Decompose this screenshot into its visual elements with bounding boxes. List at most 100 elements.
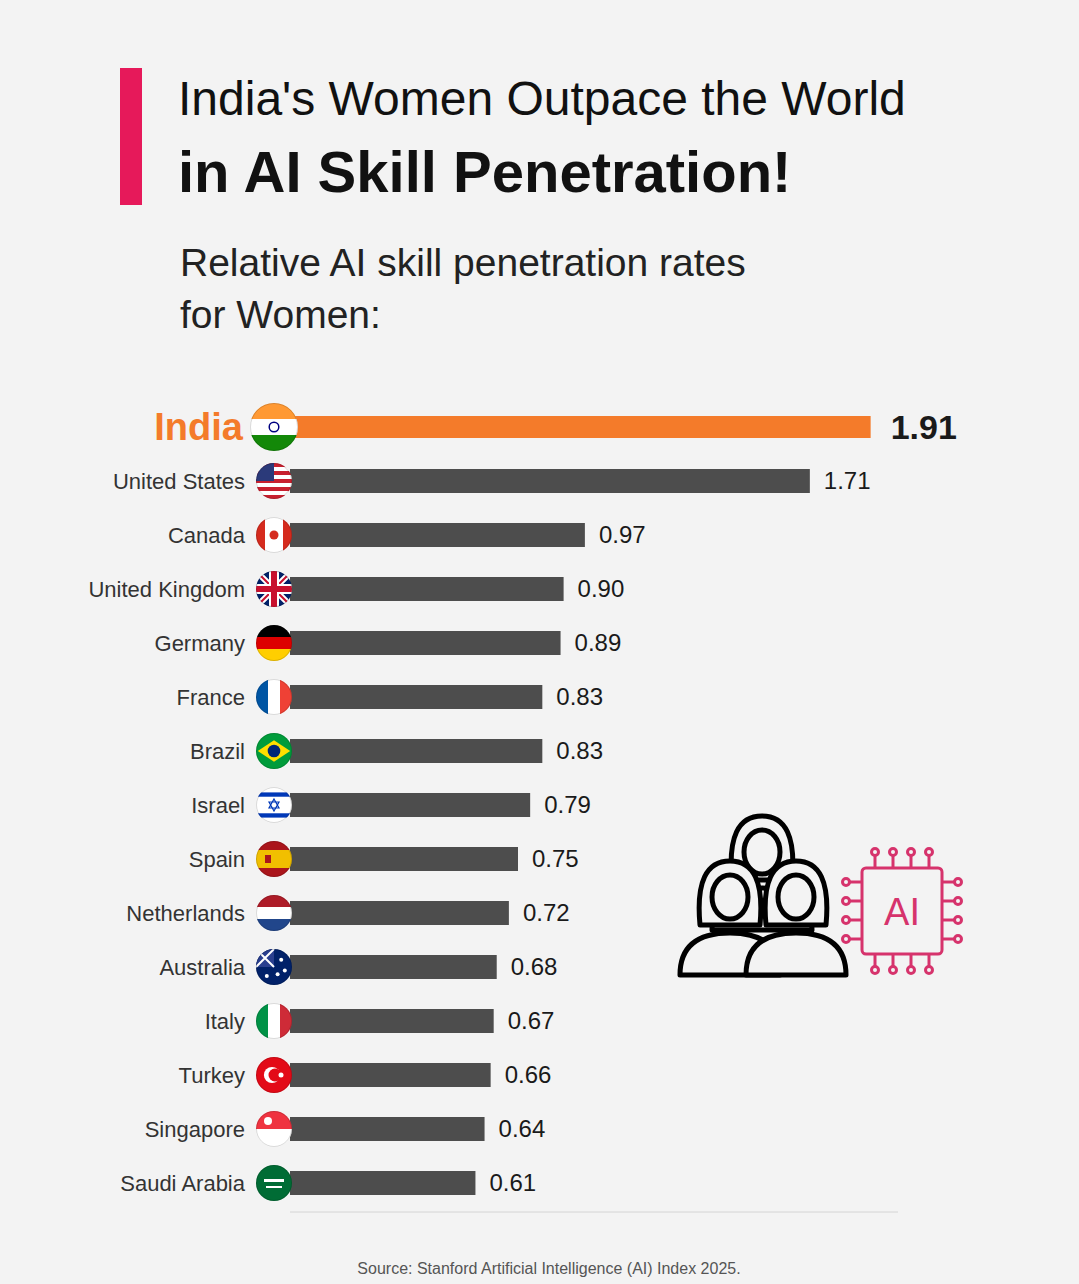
category-label: Brazil: [190, 739, 245, 764]
flag-part: [256, 571, 292, 607]
flag: [256, 625, 292, 662]
data-label: 0.66: [505, 1061, 552, 1088]
chip-pin: [850, 938, 862, 941]
ai-chip-icon: [843, 849, 962, 974]
data-label: 1.91: [891, 408, 957, 446]
bar: [290, 577, 564, 601]
category-label: United Kingdom: [88, 577, 245, 602]
chip-pin: [850, 900, 862, 903]
flag-ring: [257, 1058, 292, 1093]
chip-pin: [955, 898, 962, 905]
chip-pin: [890, 967, 897, 974]
data-label: 0.68: [511, 953, 558, 980]
flag-part: [256, 487, 292, 492]
chip-pin: [850, 919, 862, 922]
flag-part: [256, 787, 292, 823]
chip-pin: [942, 938, 954, 941]
chip-pin: [874, 856, 877, 868]
women-icon: [680, 816, 846, 975]
source: Source: Stanford Artificial Intelligence…: [357, 1260, 740, 1277]
icon-hair: [699, 861, 761, 925]
flag-ring: [257, 518, 292, 553]
chart: India's Women Outpace the Worldin AI Ski…: [0, 0, 1079, 1284]
category-label: India: [154, 406, 244, 448]
category-label: Saudi Arabia: [120, 1171, 246, 1196]
category-label: Italy: [205, 1009, 245, 1034]
bar: [290, 1063, 491, 1087]
flag-ring: [251, 404, 298, 451]
flag: [256, 517, 293, 553]
flag: [256, 1057, 292, 1093]
bar: [290, 523, 585, 547]
icon-hair: [765, 861, 827, 925]
chip-pin: [942, 900, 954, 903]
flag-part: [256, 637, 292, 650]
flag: [256, 1111, 292, 1148]
flag: [256, 841, 292, 878]
chip-pin: [910, 856, 913, 868]
category-label: Germany: [155, 631, 245, 656]
chip-pin: [908, 967, 915, 974]
flag-part: [265, 855, 271, 863]
flag-part: [276, 972, 280, 976]
flag-part: [256, 1111, 292, 1130]
flag: [256, 679, 293, 715]
flag-ring: [257, 680, 292, 715]
chip-pin: [850, 881, 862, 884]
data-label: 0.97: [599, 521, 646, 548]
chip-pin: [890, 849, 897, 856]
category-label: Australia: [159, 955, 245, 980]
category-label: Netherlands: [126, 901, 245, 926]
chip-pin: [955, 936, 962, 943]
flag-part: [269, 422, 279, 432]
flag-part: [256, 733, 292, 769]
flag-ring: [257, 1112, 292, 1147]
chip-pin: [843, 898, 850, 905]
chip-pin: [910, 954, 913, 966]
icon-face: [778, 875, 814, 919]
flag-ring: [257, 1004, 292, 1039]
category-label: United States: [113, 469, 245, 494]
bar: [290, 469, 810, 493]
subtitle: for Women:: [180, 293, 381, 336]
chip-pin: [892, 954, 895, 966]
bar: [290, 416, 871, 438]
flag-part: [268, 745, 281, 758]
bar: [290, 847, 518, 871]
icon-face: [712, 875, 748, 919]
bar: [290, 1117, 485, 1141]
bar: [290, 901, 509, 925]
flag-part: [256, 907, 292, 920]
flag: [250, 403, 298, 452]
flag-part: [256, 1165, 292, 1201]
flag-part: [256, 571, 292, 607]
flag-part: [268, 1003, 281, 1039]
chip-pin: [955, 917, 962, 924]
data-label: 0.67: [508, 1007, 555, 1034]
bar: [290, 685, 542, 709]
chip-pin: [955, 879, 962, 886]
category-label: Spain: [189, 847, 245, 872]
category-label: Israel: [191, 793, 245, 818]
chip-body: [862, 868, 942, 954]
bar: [290, 955, 497, 979]
chip-pin: [942, 919, 954, 922]
chip-pin: [872, 849, 879, 856]
flag-part: [250, 419, 298, 436]
chip-pin: [942, 881, 954, 884]
subtitle: Relative AI skill penetration rates: [180, 241, 746, 284]
flag-part: [264, 1117, 272, 1125]
x-axis-line: [290, 1212, 898, 1213]
flag-part: [256, 517, 266, 553]
flag-part: [256, 571, 292, 607]
category-label: Singapore: [145, 1117, 245, 1142]
data-label: 1.71: [824, 467, 871, 494]
chip-pin: [926, 849, 933, 856]
flag-part: [270, 531, 279, 540]
bar: [290, 739, 542, 763]
flag-ring: [257, 572, 292, 607]
category-label: France: [177, 685, 245, 710]
chip-pin: [843, 917, 850, 924]
flag-part: [256, 1057, 292, 1093]
flag-part: [268, 679, 281, 715]
